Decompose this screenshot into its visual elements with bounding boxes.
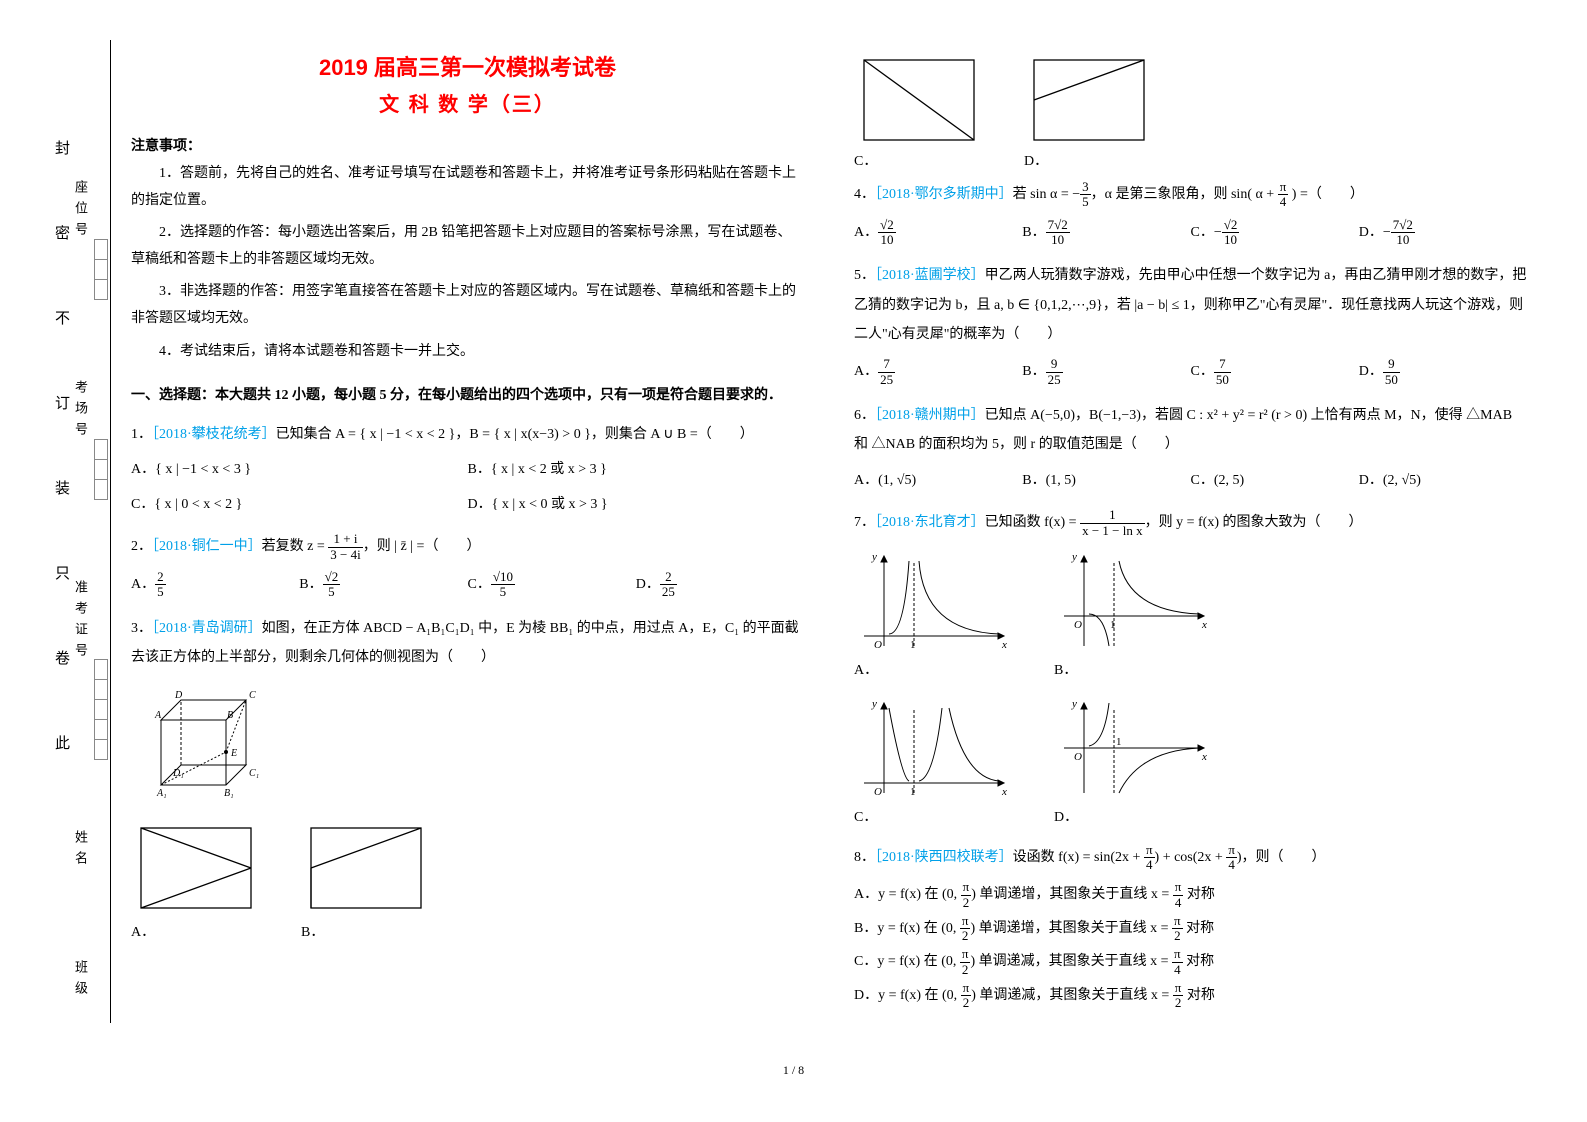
binding-sidebar: 封密不订装只卷此 座位号 考场号 准考证号 姓名 班级	[40, 40, 111, 1023]
id-label: 准考证号	[71, 580, 90, 664]
q6-opt-d: D．(2, √5)	[1359, 464, 1527, 499]
q8-opt-b: B．y = f(x) 在 (0, π2) 单调递增，其图象关于直线 x = π2…	[854, 912, 1527, 946]
svg-text:y: y	[1071, 551, 1077, 563]
q2-opt-d: D．225	[636, 566, 804, 604]
question-2: 2．［2018·铜仁一中］若复数 z = 1 + i3 − 4i，则 | z̄ …	[131, 532, 804, 603]
svg-text:O: O	[1074, 619, 1082, 631]
svg-text:O: O	[874, 639, 882, 651]
q8-src: ［2018·陕西四校联考］	[875, 850, 1013, 865]
svg-text:x: x	[1201, 619, 1207, 631]
q3-src: ［2018·青岛调研］	[152, 621, 262, 636]
q5-opt-b: B．925	[1022, 353, 1190, 391]
q7-opt-b-fig: O1xy B．	[1054, 546, 1214, 685]
class-label: 班级	[71, 960, 90, 1002]
svg-text:1: 1	[910, 639, 916, 651]
question-8: 8．［2018·陕西四校联考］设函数 f(x) = sin(2x + π4) +…	[854, 843, 1527, 1013]
question-1: 1．［2018·攀枝花统考］已知集合 A = { x | −1 < x < 2 …	[131, 420, 804, 523]
q8-opt-c: C．y = f(x) 在 (0, π2) 单调递减，其图象关于直线 x = π4…	[854, 945, 1527, 979]
id-fillbox	[94, 660, 108, 760]
right-column: C． D． 4．［2018·鄂尔多斯期中］若 sin α = −35，α 是第三…	[854, 40, 1527, 1023]
svg-text:1: 1	[1116, 736, 1122, 748]
notice-item-4: 4．考试结束后，请将本试题卷和答题卡一并上交。	[131, 339, 804, 366]
svg-text:B₁: B₁	[224, 788, 234, 799]
svg-text:x: x	[1201, 751, 1207, 763]
q7-src: ［2018·东北育才］	[875, 515, 985, 530]
notice-head: 注意事项：	[131, 135, 804, 155]
svg-text:x: x	[1001, 639, 1007, 651]
q2-text-before: 若复数 z =	[262, 539, 329, 554]
cube-figure: A₁ B₁ C₁ D₁ A B C D E	[131, 680, 271, 810]
seat-fillbox	[94, 240, 108, 300]
svg-text:x: x	[1001, 786, 1007, 798]
q8-opt-a: A．y = f(x) 在 (0, π2) 单调递增，其图象关于直线 x = π4…	[854, 878, 1527, 912]
notice-item-3: 3．非选择题的作答：用签字笔直接答在答题卡上对应的答题区域内。写在试题卷、草稿纸…	[131, 279, 804, 332]
question-7: 7．［2018·东北育才］已知函数 f(x) = 1x − 1 − ln x，则…	[854, 508, 1527, 832]
name-label: 姓名	[71, 830, 90, 872]
q7-opt-c-fig: O1xy C．	[854, 693, 1014, 832]
q3-opt-c-fig: C．	[854, 50, 984, 170]
q5-opt-c: C．750	[1191, 353, 1359, 391]
svg-text:A: A	[154, 710, 162, 721]
svg-text:O: O	[874, 786, 882, 798]
svg-text:E: E	[230, 748, 237, 759]
svg-text:C: C	[249, 690, 256, 701]
q3-opt-d-fig: D．	[1024, 50, 1154, 170]
q1-opt-d: D．{ x | x < 0 或 x > 3 }	[468, 488, 805, 523]
q5-opt-d: D．950	[1359, 353, 1527, 391]
q8-opt-d: D．y = f(x) 在 (0, π2) 单调递减，其图象关于直线 x = π2…	[854, 979, 1527, 1013]
svg-text:B: B	[227, 710, 233, 721]
svg-text:O: O	[1074, 751, 1082, 763]
q4-opt-c: C．−√210	[1191, 214, 1359, 252]
q5-src: ［2018·蓝圃学校］	[875, 268, 985, 283]
question-4: 4．［2018·鄂尔多斯期中］若 sin α = −35，α 是第三象限角，则 …	[854, 180, 1527, 251]
q4-opt-a: A．√210	[854, 214, 1022, 252]
q2-text-after: ，则 | z̄ | =（ ）	[363, 539, 481, 554]
svg-text:D: D	[174, 690, 183, 701]
q3-opt-b-fig: B．	[301, 818, 431, 947]
q1-opt-b: B．{ x | x < 2 或 x > 3 }	[468, 453, 805, 488]
q7-opt-d-fig: O1xy D．	[1054, 693, 1214, 832]
q2-opt-b: B．√25	[299, 566, 467, 604]
q6-src: ［2018·赣州期中］	[875, 408, 985, 423]
svg-text:1: 1	[1110, 619, 1116, 631]
notice-block: 注意事项： 1．答题前，先将自己的姓名、准考证号填写在试题卷和答题卡上，并将准考…	[131, 135, 804, 365]
svg-text:y: y	[871, 551, 877, 563]
q4-opt-b: B．7√210	[1022, 214, 1190, 252]
q7-opt-a-fig: O1xy A．	[854, 546, 1014, 685]
exam-fillbox	[94, 440, 108, 500]
svg-text:y: y	[1071, 698, 1077, 710]
question-3: 3．［2018·青岛调研］如图，在正方体 ABCD − A₁B₁C₁D₁ 中，E…	[131, 614, 804, 948]
svg-text:1: 1	[910, 786, 916, 798]
q2-src: ［2018·铜仁一中］	[152, 539, 262, 554]
q6-opt-b: B．(1, 5)	[1022, 464, 1190, 499]
q1-opt-c: C．{ x | 0 < x < 2 }	[131, 488, 468, 523]
q2-opt-a: A．25	[131, 566, 299, 604]
question-5: 5．［2018·蓝圃学校］甲乙两人玩猜数字游戏，先由甲心中任想一个数字记为 a，…	[854, 261, 1527, 391]
svg-text:D₁: D₁	[172, 768, 184, 779]
notice-item-1: 1．答题前，先将自己的姓名、准考证号填写在试题卷和答题卡上，并将准考证号条形码粘…	[131, 161, 804, 214]
q1-src: ［2018·攀枝花统考］	[152, 427, 276, 442]
q4-src: ［2018·鄂尔多斯期中］	[875, 187, 1013, 202]
q2-opt-c: C．√105	[468, 566, 636, 604]
sidebar-charline: 封密不订装只卷此	[51, 140, 72, 820]
svg-text:A₁: A₁	[156, 788, 167, 799]
exam-subtitle: 文 科 数 学（三）	[131, 88, 804, 117]
svg-text:C₁: C₁	[249, 768, 259, 779]
notice-item-2: 2．选择题的作答：每小题选出答案后，用 2B 铅笔把答题卡上对应题目的答案标号涂…	[131, 220, 804, 273]
exam-title: 2019 届高三第一次模拟考试卷	[131, 50, 804, 82]
exam-label: 考场号	[71, 380, 90, 443]
q6-opt-a: A．(1, √5)	[854, 464, 1022, 499]
q4-opt-d: D．−7√210	[1359, 214, 1527, 252]
q6-opt-c: C．(2, 5)	[1191, 464, 1359, 499]
q5-opt-a: A．725	[854, 353, 1022, 391]
page-number: 1 / 8	[0, 1063, 1587, 1078]
section1-head: 一、选择题：本大题共 12 小题，每小题 5 分，在每小题给出的四个选项中，只有…	[131, 383, 804, 410]
q1-text: 已知集合 A = { x | −1 < x < 2 }，B = { x | x(…	[276, 427, 754, 442]
q3-opt-a-fig: A．	[131, 818, 261, 947]
q1-opt-a: A．{ x | −1 < x < 3 }	[131, 453, 468, 488]
question-6: 6．［2018·赣州期中］已知点 A(−5,0)，B(−1,−3)，若圆 C :…	[854, 401, 1527, 498]
seat-label: 座位号	[71, 180, 90, 243]
left-column: 2019 届高三第一次模拟考试卷 文 科 数 学（三） 注意事项： 1．答题前，…	[131, 40, 804, 1023]
svg-text:y: y	[871, 698, 877, 710]
